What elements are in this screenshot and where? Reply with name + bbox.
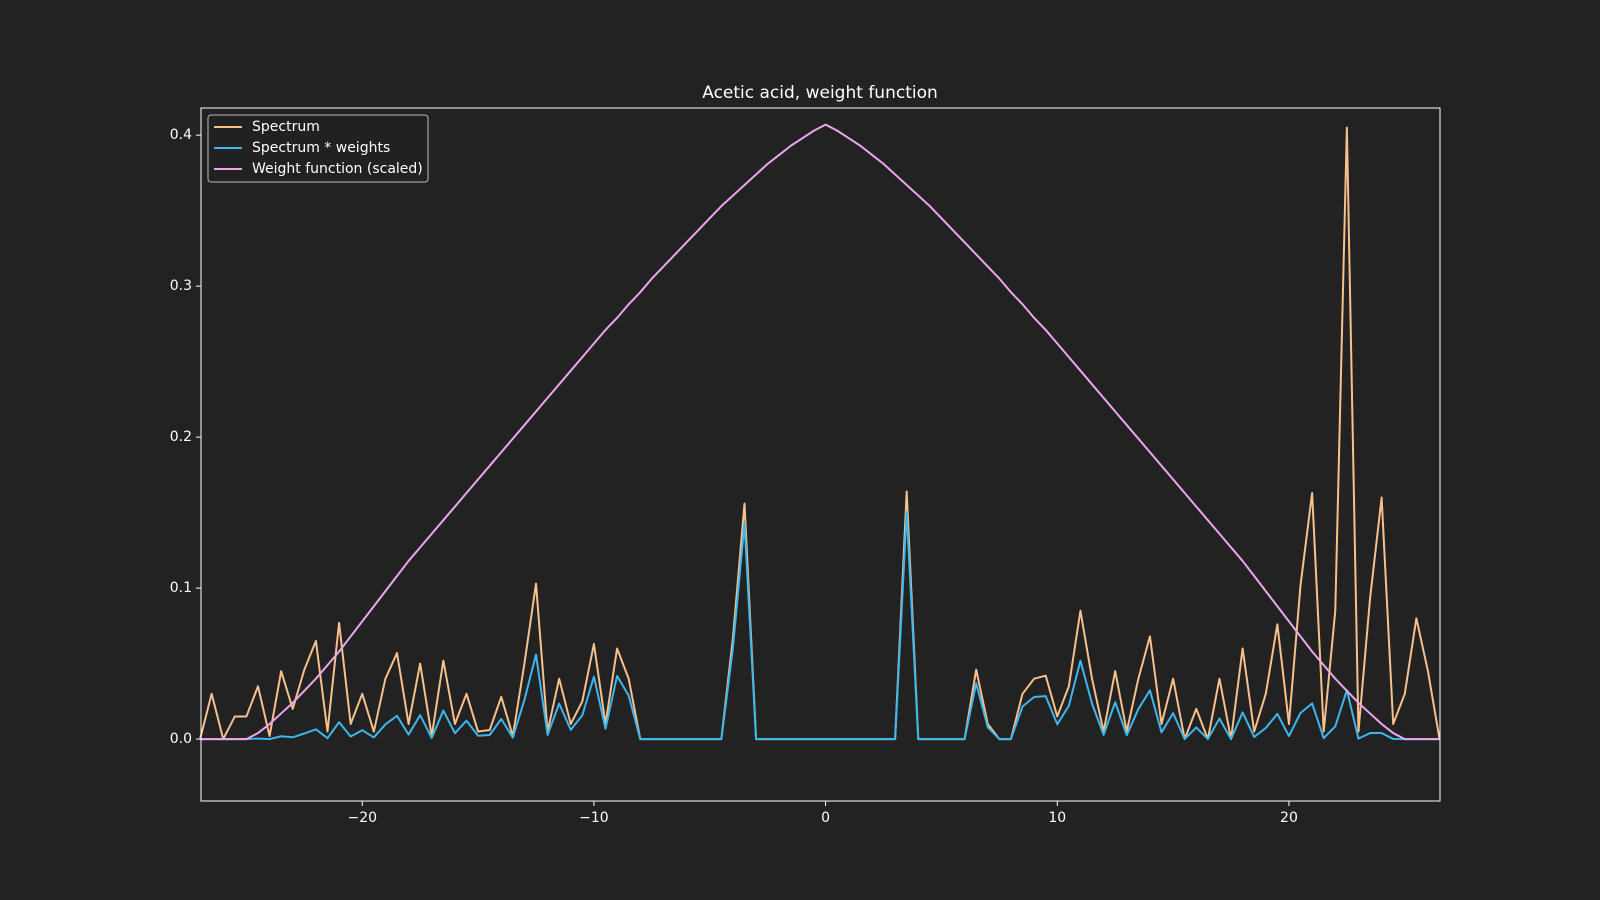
legend-label: Weight function (scaled) (252, 161, 423, 177)
series-line (200, 510, 1440, 741)
legend-box (207, 114, 429, 183)
x-tick-label: −20 (347, 810, 377, 826)
x-tick-label: −10 (579, 810, 609, 826)
x-tick-label: 20 (1280, 810, 1298, 826)
plot-frame (200, 107, 1441, 802)
y-tick-label: 0.3 (170, 278, 192, 294)
y-tick-label: 0.1 (170, 580, 192, 596)
chart-title: Acetic acid, weight function (702, 83, 938, 103)
legend-label: Spectrum (252, 119, 320, 135)
y-tick-label: 0.2 (170, 429, 192, 445)
x-tick-label: 0 (821, 810, 830, 826)
y-tick-label: 0.4 (170, 127, 192, 143)
y-tick-label: 0.0 (170, 731, 192, 747)
x-tick-label: 10 (1048, 810, 1066, 826)
series-line (200, 123, 1440, 741)
legend-label: Spectrum * weights (252, 140, 390, 156)
